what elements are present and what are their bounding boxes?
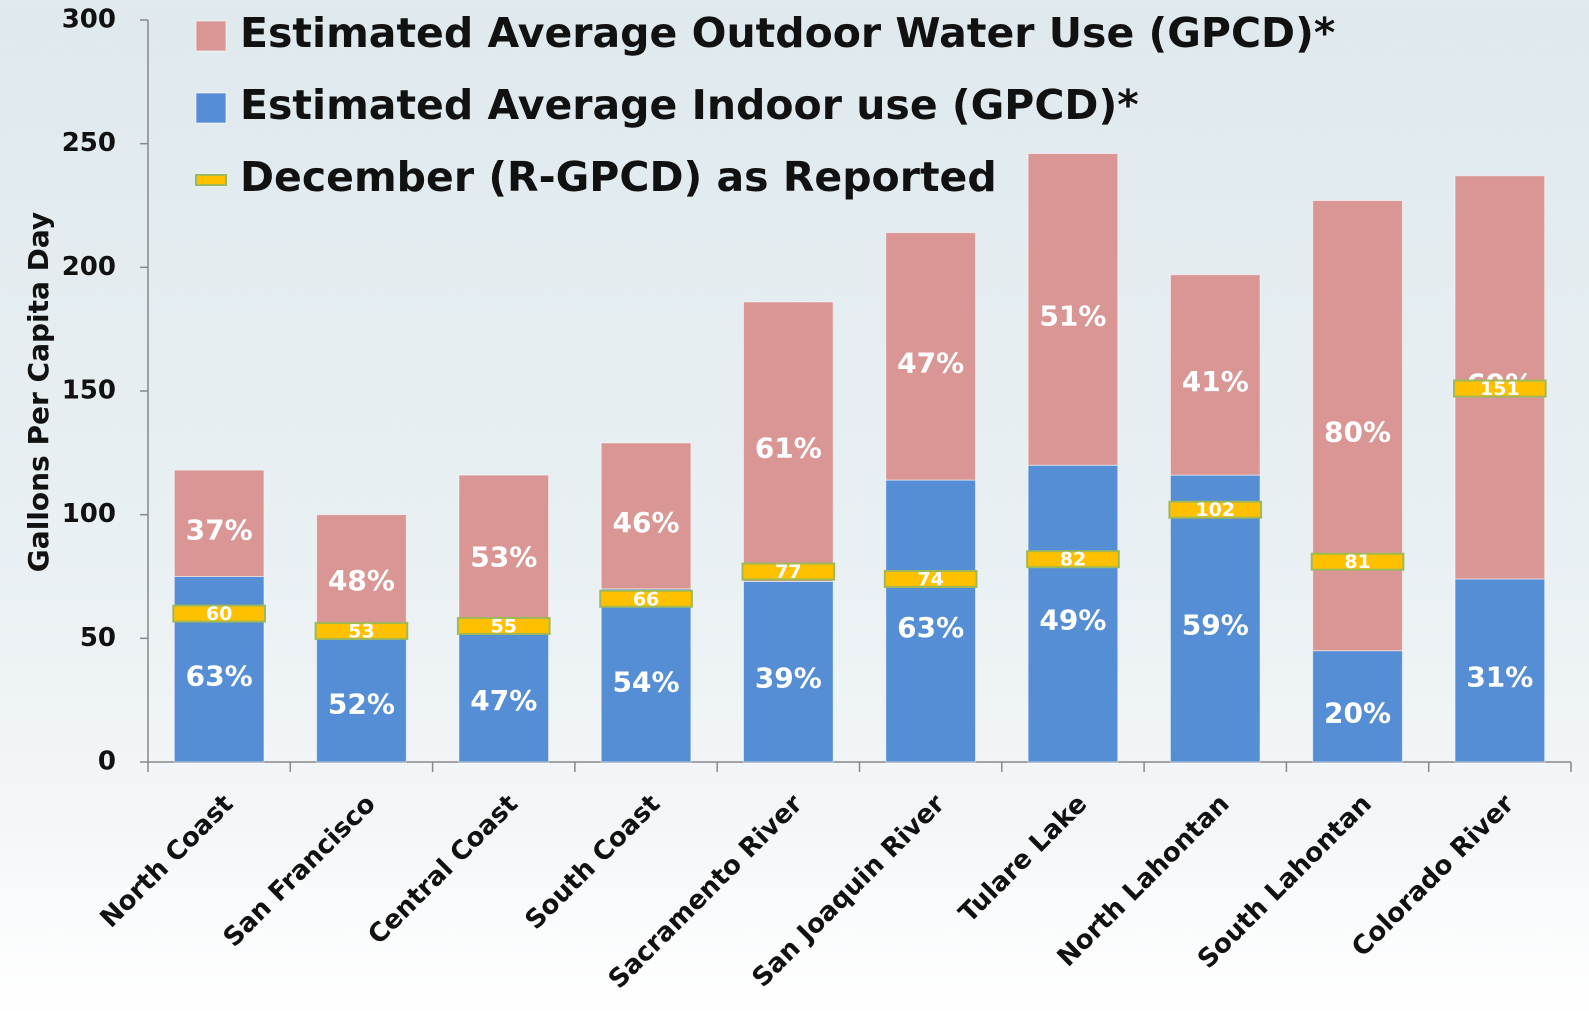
percent-label: 47% [470,684,537,717]
bar-segment [885,479,976,763]
y-tick-label: 250 [62,128,116,158]
marker-label: 53 [348,620,374,642]
bar-segment [600,588,692,763]
x-tick-label: San Francisco [218,789,382,953]
percent-label: 48% [328,564,395,597]
percent-label: 59% [1182,609,1249,642]
percent-label: 46% [613,506,680,539]
marker [883,569,978,588]
percent-label: 54% [613,665,680,698]
bar-segment [743,301,834,582]
percent-label: 20% [1324,696,1391,729]
marker [1453,379,1547,398]
bar-segment [600,442,692,590]
legend-swatch [195,174,227,186]
bar-segment [1027,153,1119,466]
marker [1026,550,1120,569]
percent-label: 63% [186,659,253,692]
marker [1168,500,1263,519]
x-tick-label: North Coast [95,789,240,934]
y-tick-label: 200 [62,252,116,282]
bar-segment [1169,474,1261,763]
percent-label: 51% [1039,299,1106,332]
marker-label: 151 [1480,378,1520,400]
y-tick-label: 150 [62,376,116,406]
bar-segment [1454,578,1546,763]
marker-label: 77 [775,561,801,583]
y-tick-label: 300 [62,5,116,35]
bar-segment [885,232,976,481]
marker-label: 102 [1195,499,1235,521]
legend-label: Estimated Average Indoor use (GPCD)* [240,81,1139,129]
marker [314,621,409,640]
percent-label: 39% [755,662,822,695]
bar-segment [458,625,550,763]
marker-label: 82 [1060,549,1086,571]
percent-label: 37% [186,513,253,546]
bar-segment [316,632,407,763]
marker-label: 74 [917,568,943,590]
bar-segment [1312,200,1403,652]
percent-label: 80% [1324,416,1391,449]
percent-label: 52% [328,688,395,721]
percent-label: 41% [1182,365,1249,398]
marker-label: 81 [1344,551,1370,573]
percent-label: 53% [470,541,537,574]
bar-segment [1312,650,1403,763]
marker-label: 66 [633,588,659,610]
marker-label: 55 [491,615,517,637]
legend-swatch [195,20,227,52]
bar-segment [1169,274,1261,476]
percent-label: 31% [1466,660,1533,693]
percent-label: 49% [1039,604,1106,637]
x-tick-label: Central Coast [363,789,524,950]
marker [172,604,266,623]
x-tick-label: Tulare Lake [953,789,1093,929]
bar-segment [173,469,265,577]
y-tick-label: 0 [98,747,116,777]
bar-segment [316,514,407,634]
x-tick-label: South Coast [520,789,667,936]
y-tick-label: 100 [62,499,116,529]
percent-label: 63% [897,611,964,644]
bar-segment [1454,175,1546,580]
marker [456,616,551,635]
legend-label: December (R-GPCD) as Reported [240,153,997,201]
marker [741,562,836,581]
legend-label: Estimated Average Outdoor Water Use (GPC… [240,9,1335,57]
bar-segment [458,474,550,627]
marker [599,589,693,608]
y-axis-label: Gallons Per Capita Day [22,212,55,572]
percent-label: 47% [897,346,964,379]
y-tick-label: 50 [80,623,116,653]
marker-label: 60 [206,603,232,625]
bar-segment [743,580,834,763]
percent-label: 61% [755,432,822,465]
legend-swatch [195,92,227,124]
marker [1310,552,1405,571]
bar-segment [1027,464,1119,763]
